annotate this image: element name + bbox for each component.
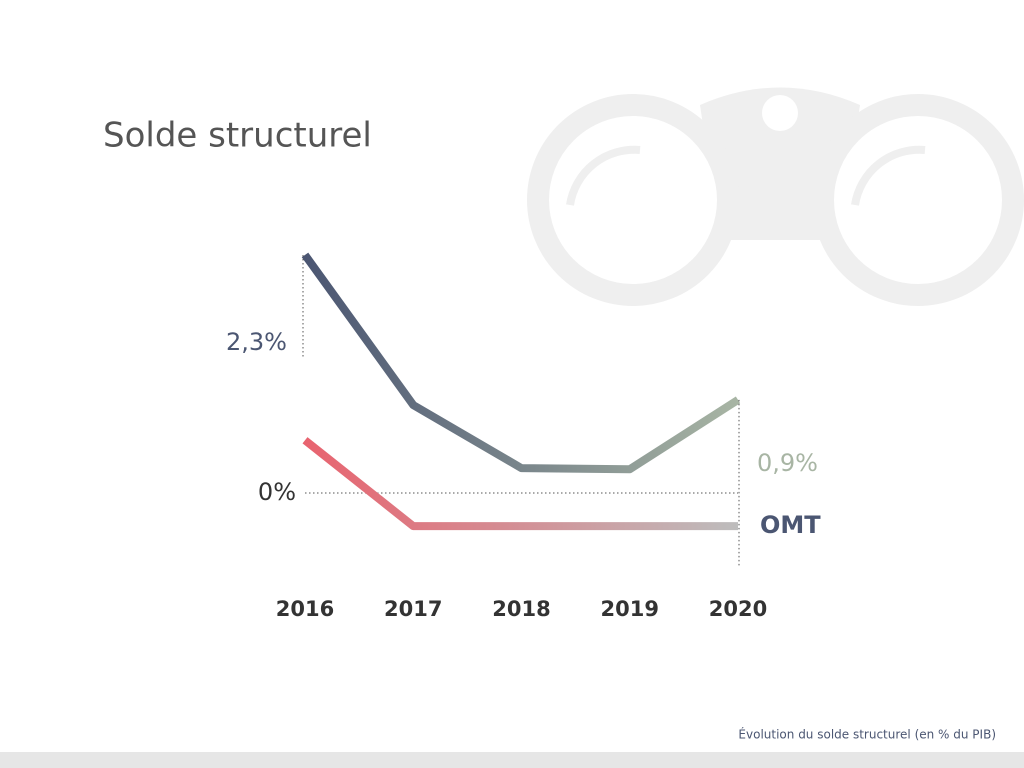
- series-line: [301, 252, 741, 474]
- value-label: 2,3%: [226, 328, 287, 356]
- series-line: [302, 437, 738, 531]
- x-tick-label: 2016: [276, 597, 334, 621]
- footnote: Évolution du solde structurel (en % du P…: [738, 727, 996, 742]
- series-label: OMT: [760, 511, 821, 539]
- x-tick-label: 2017: [384, 597, 442, 621]
- binoculars-decoration: [527, 87, 1024, 306]
- value-label: 0,9%: [757, 449, 818, 477]
- chart-title: Solde structurel: [103, 116, 372, 156]
- y-tick-label: 0%: [258, 478, 296, 506]
- x-tick-label: 2019: [601, 597, 659, 621]
- x-tick-label: 2020: [709, 597, 767, 621]
- x-tick-label: 2018: [492, 597, 550, 621]
- footer-bar: [0, 752, 1024, 768]
